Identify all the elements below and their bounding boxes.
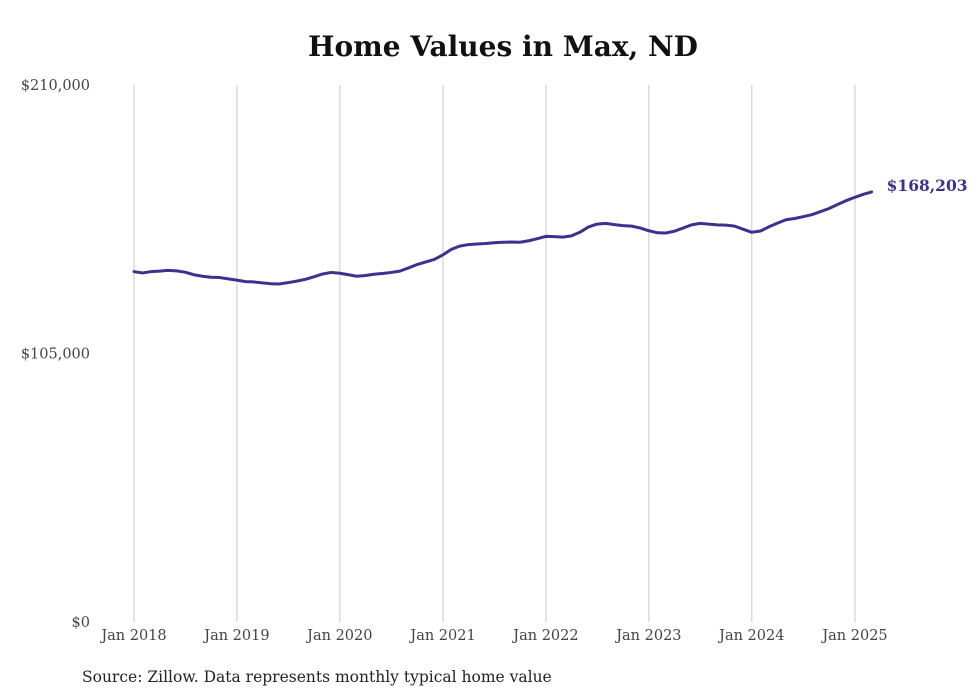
- y-tick-label: $0: [72, 615, 90, 631]
- gridlines: [133, 85, 856, 622]
- y-axis: $0 $105,000 $210,000: [21, 78, 90, 631]
- series-line-0: [132, 190, 874, 286]
- x-tick-label: Jan 2021: [408, 628, 475, 644]
- x-tick-label: Jan 2022: [511, 628, 578, 644]
- source-note: Source: Zillow. Data represents monthly …: [82, 668, 552, 686]
- line-chart: $0$105,000$210,000 Jan 2018 Jan 2019 Jan 2…: [21, 78, 968, 644]
- y-tick-label: $105,000: [21, 347, 90, 363]
- y-tick-label: $210,000: [21, 78, 90, 94]
- x-tick-label: Jan 2025: [820, 628, 887, 644]
- x-tick-label: Jan 2024: [717, 628, 784, 644]
- x-tick-label: Jan 2023: [614, 628, 681, 644]
- x-tick-label: Jan 2018: [99, 628, 166, 644]
- x-tick-label: Jan 2020: [305, 628, 372, 644]
- x-tick-label: Jan 2019: [202, 628, 269, 644]
- chart-title: Home Values in Max, ND: [308, 30, 698, 63]
- end-value-label: $168,203: [887, 176, 968, 195]
- series-layer: [132, 190, 874, 286]
- x-axis: Jan 2018 Jan 2019 Jan 2020 Jan 2021 Jan 2022…: [99, 628, 887, 644]
